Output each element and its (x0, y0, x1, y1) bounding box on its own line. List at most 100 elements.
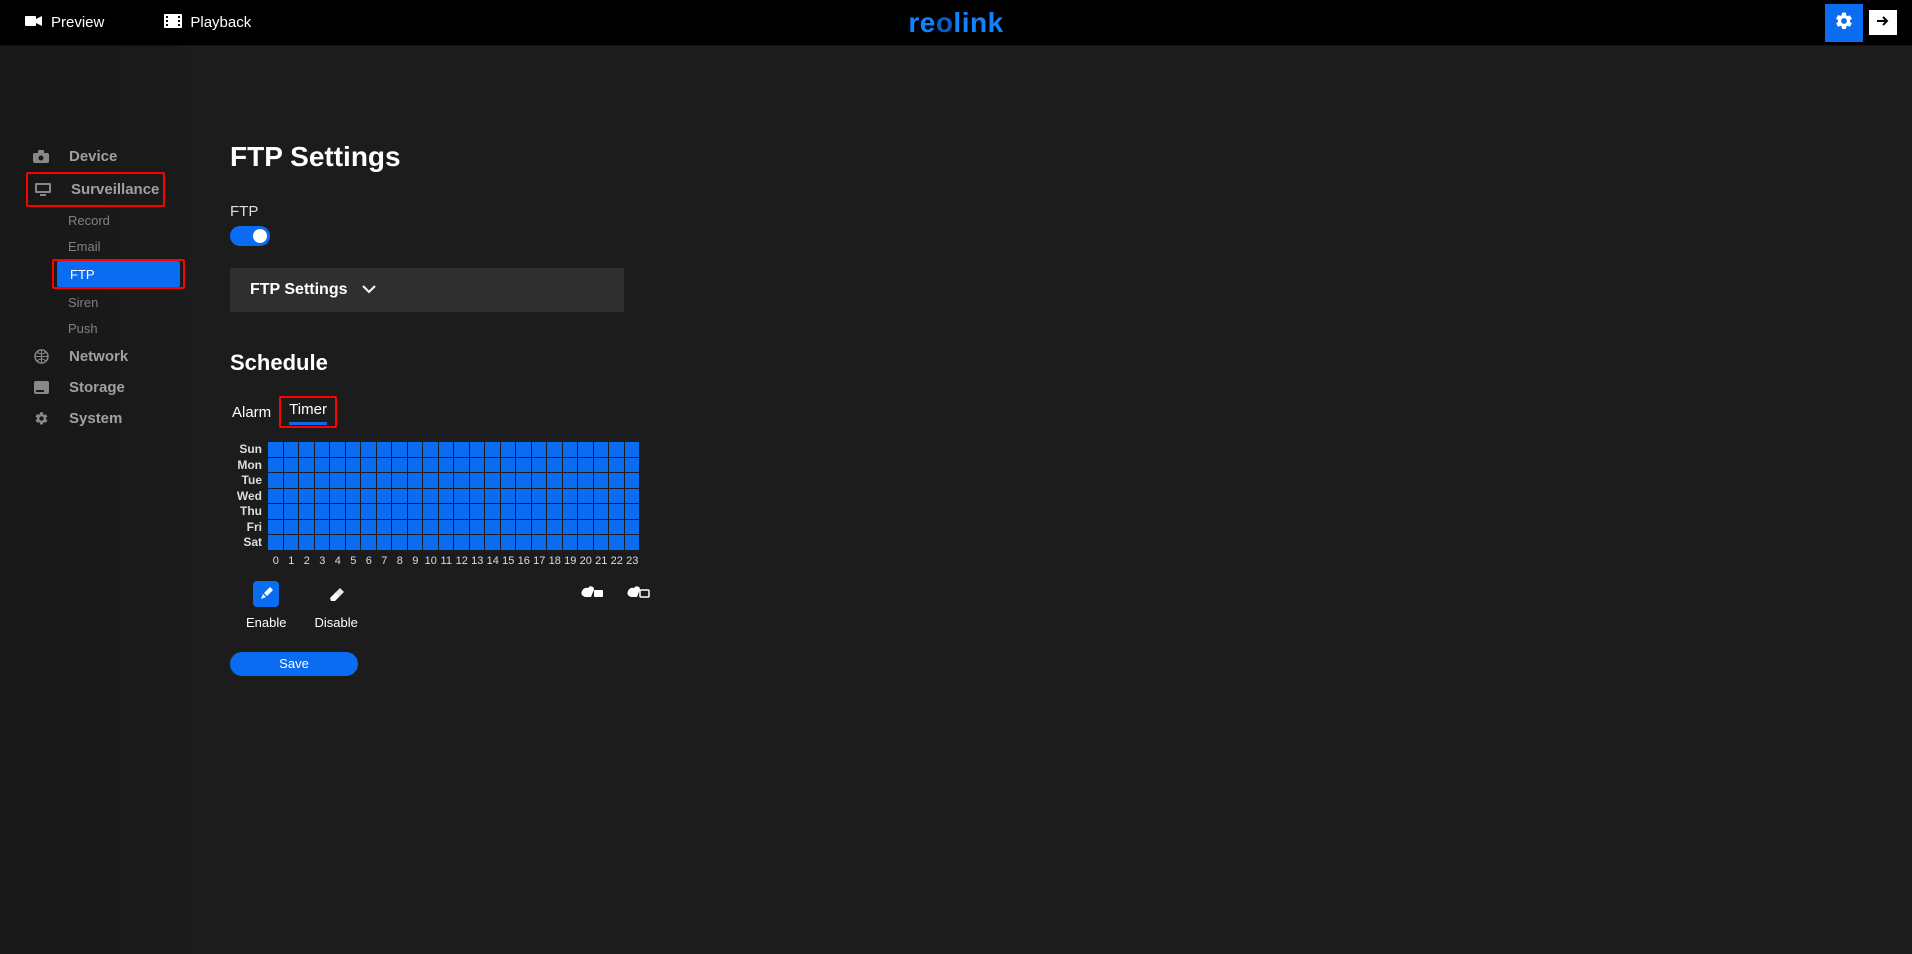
schedule-cell[interactable] (501, 473, 517, 489)
schedule-cell[interactable] (563, 442, 579, 458)
schedule-cell[interactable] (609, 504, 625, 520)
schedule-cell[interactable] (594, 489, 610, 505)
schedule-cell[interactable] (315, 535, 331, 551)
schedule-cell[interactable] (594, 520, 610, 536)
schedule-cell[interactable] (408, 504, 424, 520)
schedule-cell[interactable] (423, 473, 439, 489)
schedule-cell[interactable] (315, 489, 331, 505)
schedule-cell[interactable] (532, 520, 548, 536)
schedule-cell[interactable] (408, 489, 424, 505)
schedule-cell[interactable] (377, 489, 393, 505)
schedule-cell[interactable] (609, 520, 625, 536)
schedule-cell[interactable] (268, 473, 284, 489)
schedule-cell[interactable] (532, 535, 548, 551)
schedule-cell[interactable] (532, 473, 548, 489)
schedule-cell[interactable] (547, 489, 563, 505)
schedule-cell[interactable] (454, 504, 470, 520)
nav-preview[interactable]: Preview (25, 14, 104, 32)
schedule-cell[interactable] (330, 458, 346, 474)
schedule-cell[interactable] (625, 473, 641, 489)
schedule-cell[interactable] (299, 504, 315, 520)
schedule-cell[interactable] (299, 473, 315, 489)
schedule-cell[interactable] (501, 504, 517, 520)
schedule-cell[interactable] (625, 520, 641, 536)
schedule-cell[interactable] (532, 458, 548, 474)
ftp-toggle[interactable] (230, 226, 270, 246)
schedule-cell[interactable] (439, 489, 455, 505)
schedule-cell[interactable] (516, 504, 532, 520)
schedule-cell[interactable] (330, 489, 346, 505)
schedule-cell[interactable] (439, 520, 455, 536)
sidebar-sub-push[interactable]: Push (0, 315, 200, 341)
schedule-cell[interactable] (625, 504, 641, 520)
schedule-cell[interactable] (346, 535, 362, 551)
schedule-cell[interactable] (485, 535, 501, 551)
schedule-cell[interactable] (454, 458, 470, 474)
schedule-cell[interactable] (268, 535, 284, 551)
schedule-cell[interactable] (284, 520, 300, 536)
schedule-cell[interactable] (470, 473, 486, 489)
schedule-cell[interactable] (594, 504, 610, 520)
schedule-cell[interactable] (578, 520, 594, 536)
schedule-cell[interactable] (578, 489, 594, 505)
nav-playback[interactable]: Playback (164, 14, 251, 32)
schedule-cell[interactable] (609, 535, 625, 551)
schedule-cell[interactable] (330, 473, 346, 489)
schedule-cell[interactable] (299, 489, 315, 505)
schedule-cell[interactable] (330, 504, 346, 520)
schedule-cell[interactable] (423, 458, 439, 474)
schedule-cell[interactable] (563, 504, 579, 520)
schedule-cell[interactable] (563, 489, 579, 505)
schedule-cell[interactable] (485, 458, 501, 474)
schedule-cell[interactable] (268, 442, 284, 458)
schedule-cell[interactable] (392, 458, 408, 474)
schedule-cell[interactable] (423, 535, 439, 551)
schedule-cell[interactable] (392, 535, 408, 551)
schedule-cell[interactable] (625, 535, 641, 551)
schedule-cell[interactable] (408, 442, 424, 458)
schedule-cell[interactable] (454, 442, 470, 458)
schedule-cell[interactable] (609, 489, 625, 505)
schedule-cell[interactable] (315, 442, 331, 458)
sidebar-sub-email[interactable]: Email (0, 233, 200, 259)
schedule-cell[interactable] (315, 473, 331, 489)
schedule-cell[interactable] (578, 504, 594, 520)
schedule-cell[interactable] (284, 458, 300, 474)
schedule-cell[interactable] (594, 458, 610, 474)
schedule-cell[interactable] (284, 504, 300, 520)
schedule-cell[interactable] (408, 520, 424, 536)
schedule-cell[interactable] (346, 473, 362, 489)
save-button[interactable]: Save (230, 652, 358, 676)
schedule-cell[interactable] (501, 442, 517, 458)
schedule-cell[interactable] (501, 489, 517, 505)
sidebar-item-system[interactable]: System (0, 403, 200, 434)
schedule-cell[interactable] (268, 504, 284, 520)
schedule-cell[interactable] (377, 535, 393, 551)
sidebar-sub-record[interactable]: Record (0, 207, 200, 233)
schedule-cell[interactable] (330, 442, 346, 458)
schedule-cell[interactable] (299, 458, 315, 474)
schedule-cell[interactable] (377, 473, 393, 489)
schedule-cell[interactable] (423, 520, 439, 536)
schedule-cell[interactable] (578, 535, 594, 551)
schedule-cell[interactable] (516, 458, 532, 474)
schedule-cell[interactable] (439, 504, 455, 520)
schedule-cell[interactable] (532, 504, 548, 520)
schedule-cell[interactable] (578, 473, 594, 489)
schedule-cell[interactable] (516, 520, 532, 536)
schedule-cell[interactable] (408, 458, 424, 474)
schedule-cell[interactable] (625, 489, 641, 505)
schedule-cell[interactable] (594, 442, 610, 458)
schedule-cell[interactable] (547, 504, 563, 520)
schedule-cell[interactable] (377, 458, 393, 474)
schedule-cell[interactable] (470, 504, 486, 520)
schedule-cell[interactable] (609, 473, 625, 489)
schedule-cell[interactable] (315, 520, 331, 536)
schedule-cell[interactable] (408, 473, 424, 489)
schedule-cell[interactable] (625, 458, 641, 474)
schedule-cell[interactable] (547, 442, 563, 458)
schedule-cell[interactable] (315, 458, 331, 474)
schedule-cell[interactable] (454, 520, 470, 536)
schedule-cell[interactable] (501, 458, 517, 474)
schedule-cell[interactable] (470, 535, 486, 551)
